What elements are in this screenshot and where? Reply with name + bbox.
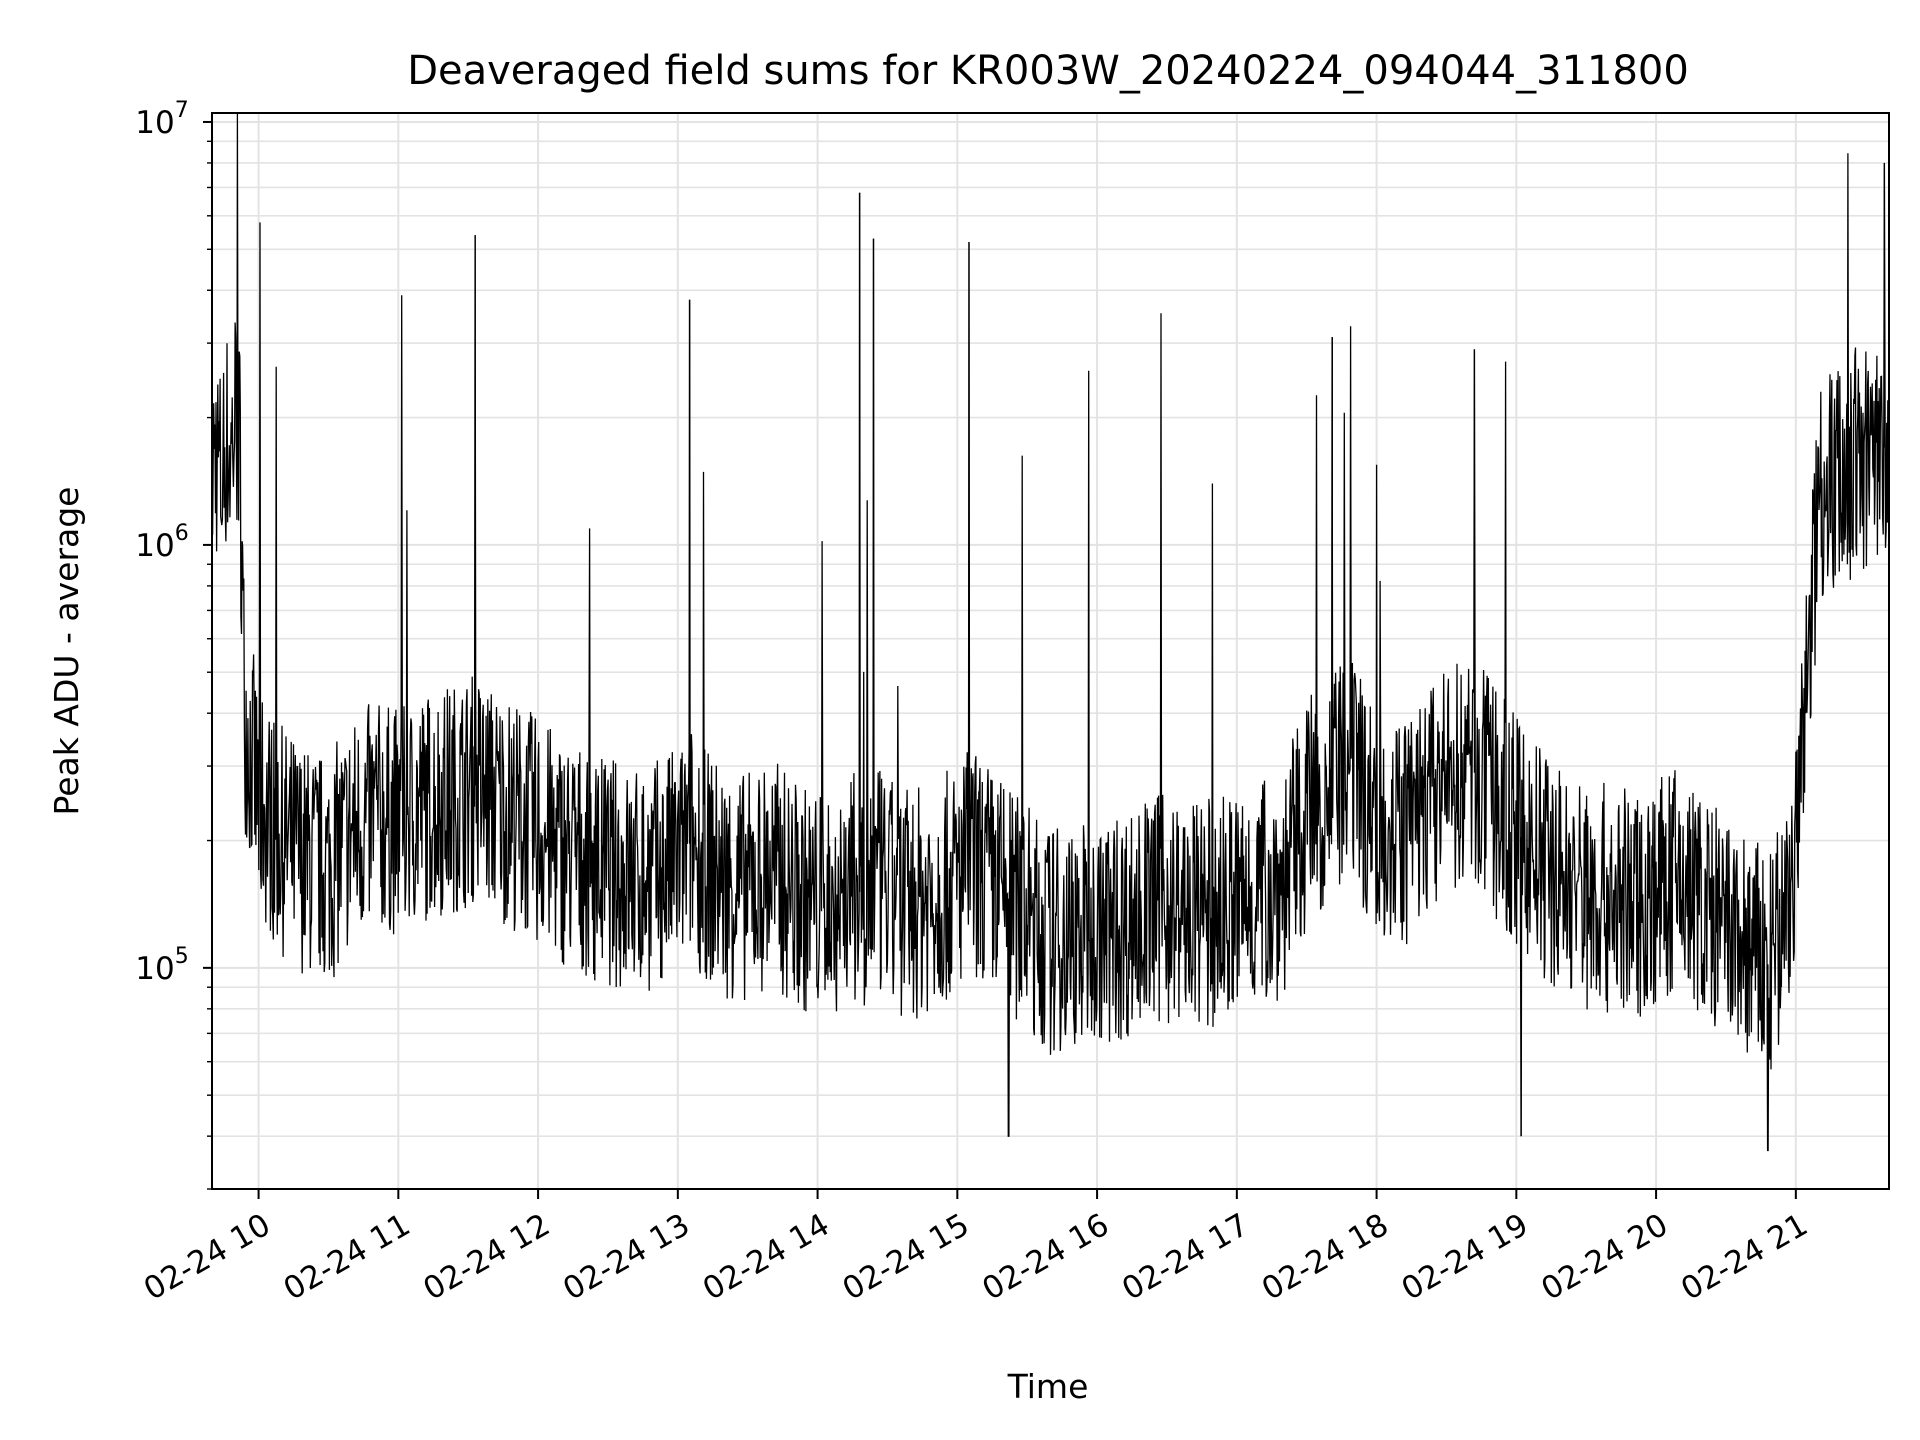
y-axis: 105 106 107 <box>135 98 212 1190</box>
plot-area-frame <box>211 112 1890 1190</box>
y-tick-label: 106 <box>135 521 188 564</box>
series-line <box>211 112 1890 1152</box>
y-axis-title: Peak ADU - average <box>47 487 86 816</box>
data-series <box>211 112 1890 1152</box>
y-tick-label: 105 <box>135 944 188 987</box>
y-tick-label: 107 <box>135 98 188 141</box>
chart-title: Deaveraged field sums for KR003W_2024022… <box>407 48 1689 94</box>
x-axis-title: Time <box>1007 1367 1089 1406</box>
